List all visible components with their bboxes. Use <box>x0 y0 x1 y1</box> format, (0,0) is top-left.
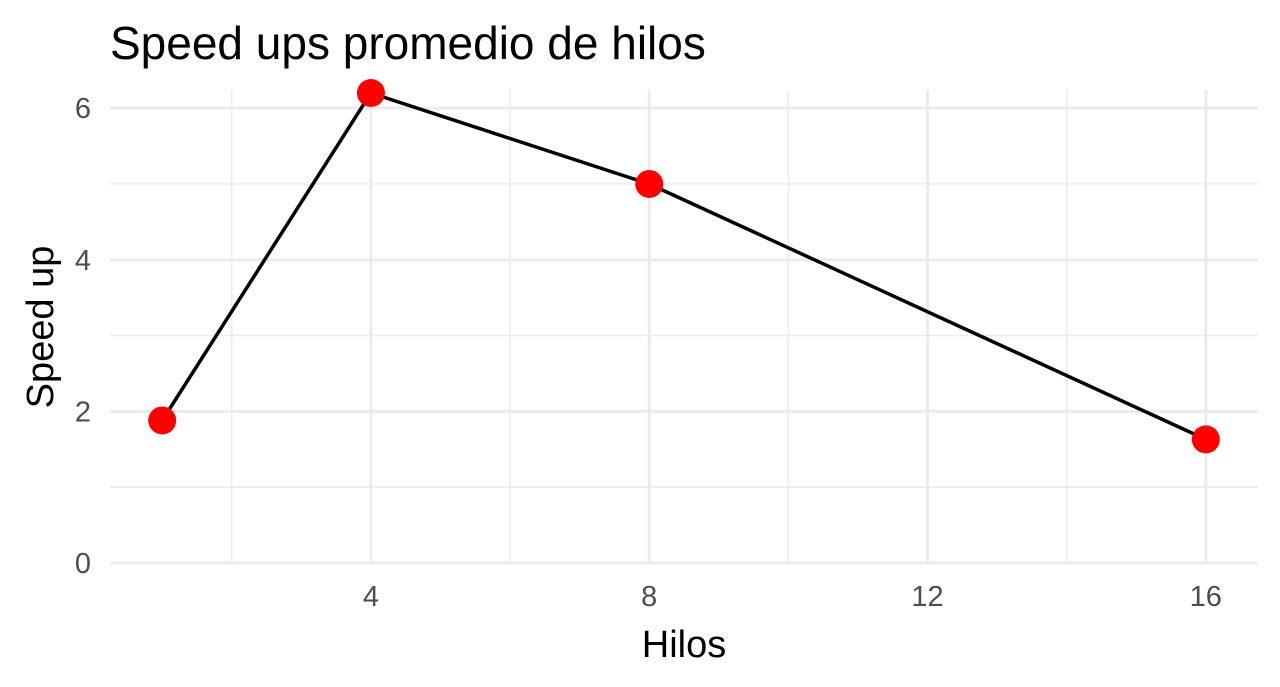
major-gridlines <box>110 90 1258 565</box>
data-point <box>356 79 385 107</box>
data-point <box>148 406 177 435</box>
y-tick-label: 0 <box>75 548 91 580</box>
x-tick-labels: 4 8 12 16 <box>363 581 1222 613</box>
x-tick-label: 8 <box>641 581 657 613</box>
x-tick-label: 16 <box>1190 581 1222 613</box>
x-tick-label: 12 <box>911 581 943 613</box>
y-tick-label: 4 <box>75 245 91 277</box>
minor-gridlines <box>110 90 1258 563</box>
x-tick-label: 4 <box>363 581 379 613</box>
y-tick-labels: 0 2 4 6 <box>75 93 91 580</box>
chart-title: Speed ups promedio de hilos <box>110 17 706 69</box>
y-tick-label: 2 <box>75 396 91 428</box>
y-axis-title: Speed up <box>20 246 62 409</box>
series-lines <box>160 91 1207 441</box>
series-points <box>148 79 1220 454</box>
data-point <box>1191 425 1220 454</box>
x-axis-title: Hilos <box>642 624 726 666</box>
series-line <box>160 91 1207 441</box>
data-point <box>635 169 664 198</box>
y-tick-label: 6 <box>75 93 91 125</box>
